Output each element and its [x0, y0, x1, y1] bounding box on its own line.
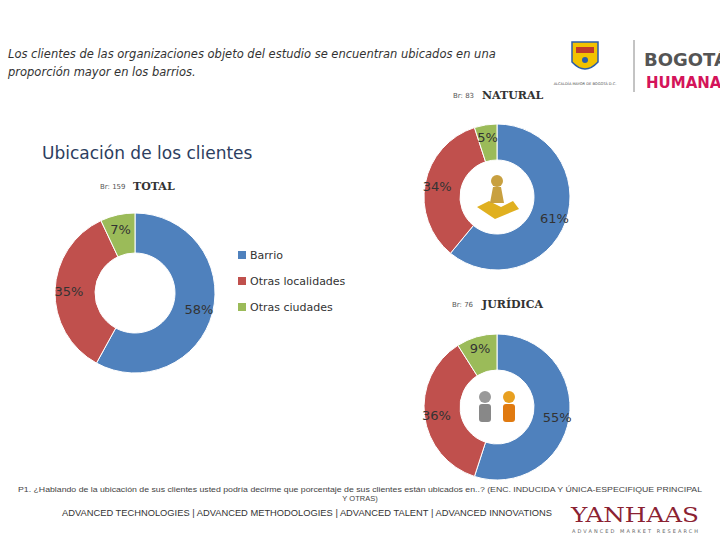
base-size: Br: 83 [453, 92, 474, 100]
statement: Los clientes de las organizaciones objet… [8, 47, 496, 61]
page: Los clientes de las organizaciones objet… [0, 0, 720, 540]
data-label: 5% [477, 130, 498, 145]
donut-chart: Br: 76 JURÍDICA 55% 36% 9% [422, 297, 572, 480]
legend: Barrio Otras localidades Otras ciudades [238, 249, 346, 314]
icon [477, 175, 519, 219]
data-label: 9% [470, 341, 491, 356]
data-label: 35% [55, 284, 84, 299]
data-label: 7% [110, 222, 131, 237]
chart-subtitle: JURÍDICA [481, 297, 544, 311]
slice [96, 213, 215, 373]
statement: proporción mayor en los barrios. [7, 65, 196, 79]
data-labels: 58% 35% 7% [55, 222, 214, 318]
company-tagline: ADVANCED MARKET RESEARCH [572, 528, 698, 534]
city-org: ALCALDÍA MAYOR DE BOGOTÁ D.C. [554, 81, 617, 86]
slices [55, 213, 215, 373]
icon [479, 391, 515, 422]
legend-label: Otras ciudades [250, 301, 333, 314]
shield [572, 42, 598, 69]
question-text: P1. ¿Hablando de la ubicación de sus cli… [18, 485, 702, 494]
chart-subtitle: TOTAL [133, 180, 175, 193]
puzzle [477, 201, 519, 219]
company-logo: YANHAAS [570, 503, 699, 527]
figure-body [479, 404, 491, 422]
slice [458, 334, 497, 376]
figure-body [503, 404, 515, 422]
shield-dot [582, 57, 588, 63]
slice [55, 221, 118, 363]
legend-swatch [238, 277, 246, 285]
figure-head [503, 391, 515, 403]
legend-swatch [238, 251, 246, 259]
city-shield [572, 42, 598, 69]
donut-chart: Br: 159 TOTAL 58% 35% 7% Barrio Otras localida… [55, 180, 346, 373]
donut-chart: Br: 83 NATURAL 61% 34% 5% [423, 89, 570, 270]
data-label: 58% [184, 302, 213, 317]
city-logo-line1: BOGOTÁ [644, 49, 720, 70]
data-label: 34% [423, 179, 452, 194]
question-text: Y OTRAS) [342, 494, 378, 503]
shield-band [576, 47, 594, 53]
tagline: ADVANCED TECHNOLOGIES | ADVANCED METHODO… [62, 508, 552, 518]
chart-title: Ubicación de los clientes [42, 143, 253, 163]
data-labels: 61% 34% 5% [423, 130, 569, 226]
background [0, 0, 720, 540]
data-labels: 55% 36% 9% [422, 341, 572, 424]
chart-subtitle: NATURAL [482, 89, 543, 102]
base-size: Br: 159 [100, 183, 126, 191]
figure-head [479, 391, 491, 403]
legend-label: Barrio [250, 249, 283, 262]
city-logo-line2: HUMANA [646, 74, 720, 92]
base-size: Br: 76 [452, 301, 474, 309]
figure-body [490, 187, 504, 203]
logo-divider [634, 40, 635, 92]
data-label: 36% [422, 408, 451, 423]
slice [101, 213, 135, 257]
data-label: 55% [543, 410, 572, 425]
legend-swatch [238, 303, 246, 311]
slice [474, 124, 497, 162]
slices [424, 124, 570, 270]
figure-head [491, 175, 503, 187]
data-label: 61% [540, 211, 569, 226]
legend-label: Otras localidades [250, 275, 346, 288]
